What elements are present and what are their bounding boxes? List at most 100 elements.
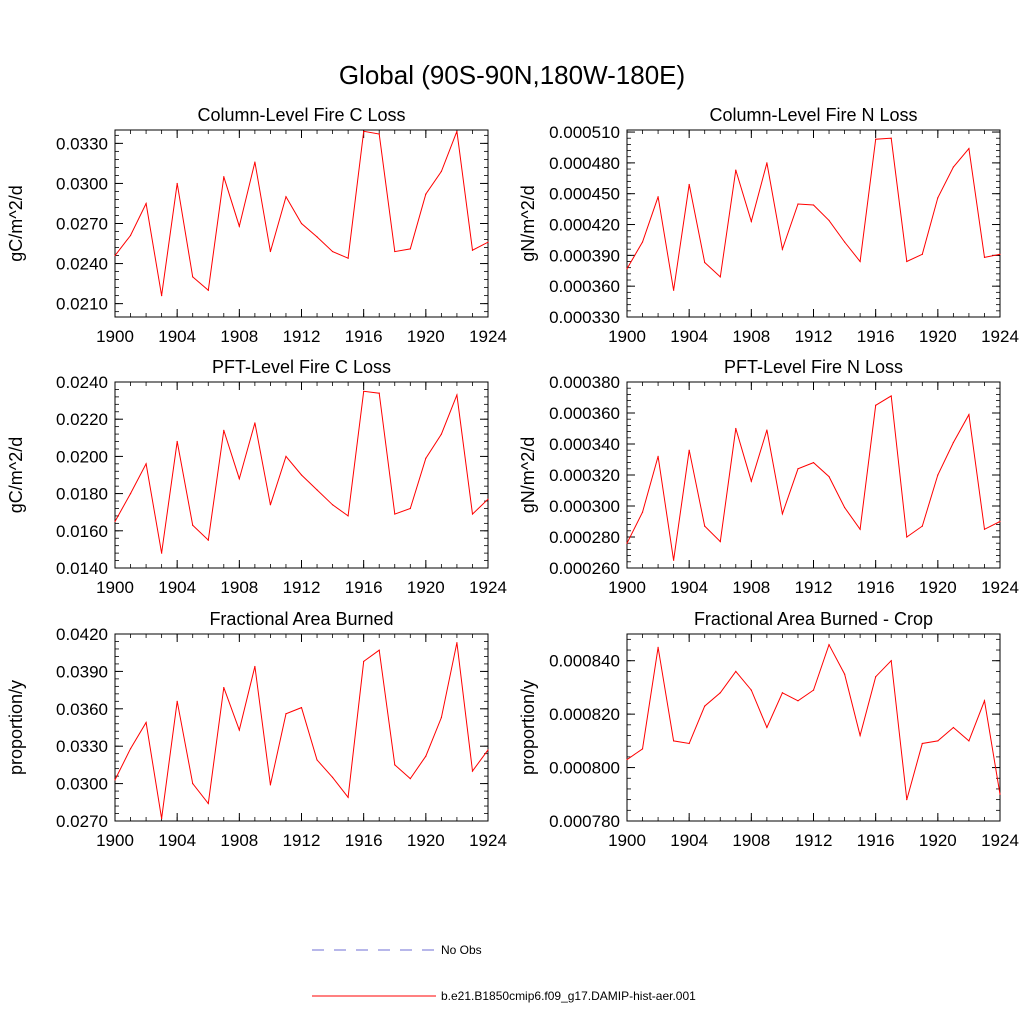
data-point (657, 196, 659, 198)
y-tick-label: 0.000820 (549, 705, 620, 724)
chart-panel-6: Fractional Area Burned - Crop proportion/… (518, 609, 1019, 850)
x-tick-label: 1924 (469, 327, 507, 346)
data-point (875, 138, 877, 140)
y-axis-label: proportion/y (518, 680, 538, 775)
x-tick-label: 1908 (732, 831, 770, 850)
data-point (688, 449, 690, 451)
data-point (766, 726, 768, 729)
data-point (921, 253, 923, 255)
chart-panel-2: Column-Level Fire N Loss gN/m^2/d 1900 1904… (518, 105, 1019, 346)
data-point (425, 457, 427, 459)
data-point (797, 203, 799, 205)
data-point (114, 779, 116, 781)
x-tick-label: 1912 (795, 831, 833, 850)
data-point (704, 261, 706, 264)
data-point (657, 455, 659, 457)
data-point (906, 260, 908, 263)
y-axis-label: gC/m^2/d (6, 437, 26, 513)
y-axis-label: gC/m^2/d (6, 185, 26, 261)
series-line (626, 137, 1001, 291)
data-point (161, 817, 163, 820)
x-tick-label: 1912 (283, 831, 321, 850)
y-tick-label: 0.000340 (549, 435, 620, 454)
data-point (192, 276, 194, 278)
y-tick-label: 0.000260 (549, 559, 620, 578)
series-line (114, 390, 489, 554)
data-point (440, 433, 442, 435)
data-point (378, 649, 380, 651)
data-point (843, 241, 846, 243)
x-tick-label: 1924 (981, 578, 1019, 597)
x-tick-label: 1912 (795, 578, 833, 597)
y-tick-label: 0.000390 (549, 246, 620, 265)
data-point (254, 422, 256, 424)
data-point (300, 706, 303, 709)
x-tick-label: 1912 (283, 578, 321, 597)
y-tick-label: 0.0200 (56, 447, 108, 466)
data-point (828, 644, 830, 646)
data-point (719, 692, 721, 694)
data-point (456, 130, 458, 132)
data-point (750, 220, 752, 223)
data-point (316, 236, 318, 238)
data-point (859, 260, 861, 263)
y-axis-label: gN/m^2/d (518, 437, 538, 513)
data-point (425, 755, 427, 757)
data-point (719, 276, 721, 278)
data-point (859, 528, 861, 530)
y-tick-label: 0.0180 (56, 485, 108, 504)
panel-title: Column-Level Fire N Loss (709, 105, 917, 125)
data-point (285, 455, 287, 457)
data-point (394, 250, 396, 253)
x-tick-label: 1924 (981, 831, 1019, 850)
data-point (828, 219, 830, 222)
data-point (285, 196, 287, 198)
data-point (952, 726, 954, 729)
data-point (409, 778, 411, 780)
panel-title: Fractional Area Burned (209, 609, 393, 629)
series-line (626, 643, 1001, 800)
y-tick-label: 0.000780 (549, 812, 620, 831)
y-tick-label: 0.0330 (56, 134, 108, 153)
y-tick-label: 0.0420 (56, 625, 108, 644)
y-tick-label: 0.000280 (549, 528, 620, 547)
data-point (641, 241, 644, 243)
data-point (145, 202, 147, 205)
y-tick-label: 0.000510 (549, 123, 620, 142)
panel-title: PFT-Level Fire N Loss (724, 357, 903, 377)
data-point (238, 225, 240, 227)
x-tick-label: 1904 (670, 578, 708, 597)
data-point (859, 734, 861, 737)
legend-label: b.e21.B1850cmip6.f09_g17.DAMIP-hist-aer.… (441, 989, 696, 1003)
plot-frame (114, 633, 489, 822)
data-point (223, 176, 225, 178)
x-tick-label: 1916 (857, 327, 895, 346)
x-tick-label: 1920 (919, 327, 957, 346)
data-point (704, 705, 706, 707)
x-tick-label: 1920 (919, 831, 957, 850)
data-point (673, 740, 675, 742)
data-point (673, 289, 675, 291)
data-point (952, 441, 954, 444)
data-point (440, 170, 442, 173)
data-point (176, 700, 178, 702)
data-point (269, 250, 272, 253)
data-point (983, 256, 986, 259)
data-point (875, 676, 877, 678)
data-point (440, 716, 442, 719)
data-point (145, 463, 147, 465)
data-point (983, 528, 986, 530)
y-axis-label: proportion/y (6, 680, 26, 775)
data-point (269, 784, 272, 786)
data-point (735, 169, 737, 171)
x-tick-label: 1912 (795, 327, 833, 346)
data-point (378, 392, 380, 394)
y-tick-label: 0.000450 (549, 185, 620, 204)
data-point (363, 660, 365, 663)
x-tick-label: 1920 (407, 578, 445, 597)
data-point (843, 673, 846, 675)
y-tick-label: 0.000840 (549, 652, 620, 671)
series-line (114, 642, 489, 819)
data-point (626, 542, 628, 544)
